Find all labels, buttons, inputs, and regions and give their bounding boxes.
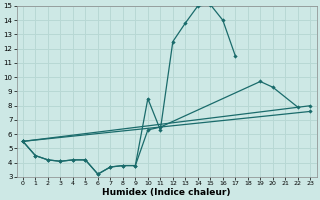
X-axis label: Humidex (Indice chaleur): Humidex (Indice chaleur) [102,188,231,197]
